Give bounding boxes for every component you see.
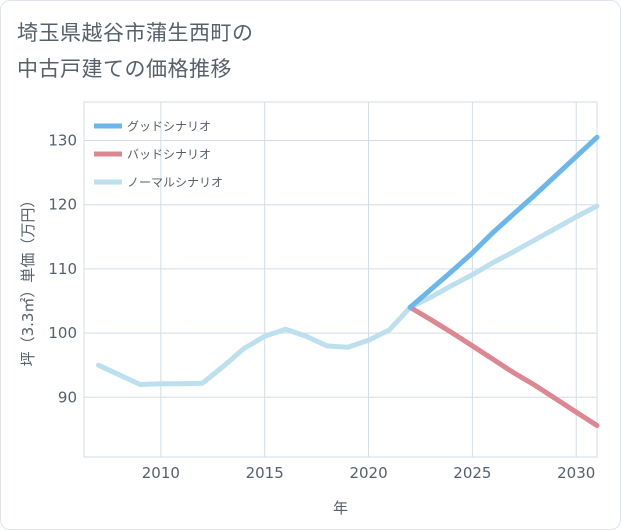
series-line-0 [407,134,600,310]
x-axis-label: 年 [333,499,348,517]
chart-title-line1: 埼玉県越谷市蒲生西町の [17,21,254,45]
x-tick-label: 2010 [142,464,180,482]
axis-ticks: 2010 2015 2020 2025 2030 90 100 110 120 130 [48,132,595,482]
grid-lines [83,101,598,458]
y-tick-label: 110 [48,260,77,278]
legend-label-2: ノーマルシナリオ [127,176,223,190]
y-tick-label: 120 [48,196,77,214]
x-tick-label: 2015 [246,464,284,482]
series-line-2 [96,203,600,387]
x-tick-label: 2030 [557,464,595,482]
x-tick-label: 2025 [453,464,491,482]
legend-label-1: バッドシナリオ [127,148,211,162]
x-tick-label: 2020 [349,464,387,482]
y-tick-label: 130 [48,132,77,150]
plot-area-border [83,101,598,458]
y-axis-label: 坪（3.3㎡）単価（万円） [19,193,37,367]
series-lines [96,134,600,428]
chart-title: 埼玉県越谷市蒲生西町の 中古戸建ての価格推移 [17,15,437,87]
series-line-1 [407,304,600,428]
chart-title-line2: 中古戸建ての価格推移 [17,57,232,81]
y-tick-label: 100 [48,324,77,342]
y-tick-label: 90 [58,388,77,406]
legend-label-0: グッドシナリオ [127,120,211,134]
